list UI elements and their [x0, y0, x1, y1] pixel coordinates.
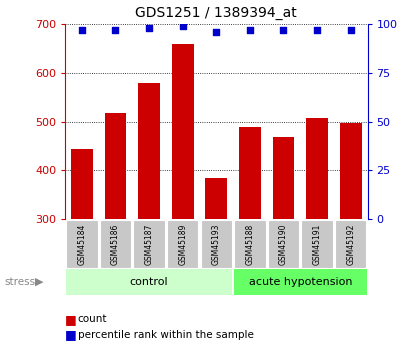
Bar	[340, 122, 362, 219]
Bar	[234, 220, 265, 268]
Text: ■: ■	[65, 328, 77, 341]
Bar	[134, 220, 165, 268]
Bar	[273, 137, 294, 219]
Bar	[100, 220, 131, 268]
Text: GSM45192: GSM45192	[346, 224, 355, 265]
Text: GSM45190: GSM45190	[279, 223, 288, 265]
Text: ■: ■	[65, 313, 77, 326]
Point	[112, 27, 119, 33]
Point	[146, 25, 152, 31]
Point	[213, 29, 220, 35]
Bar	[205, 178, 227, 219]
Text: GSM45188: GSM45188	[245, 224, 255, 265]
Bar	[234, 269, 367, 295]
Bar	[239, 127, 261, 219]
Point	[347, 27, 354, 33]
Text: percentile rank within the sample: percentile rank within the sample	[78, 330, 254, 339]
Bar	[66, 220, 97, 268]
Bar	[302, 220, 333, 268]
Text: control: control	[130, 277, 168, 287]
Bar	[268, 220, 299, 268]
Bar	[335, 220, 366, 268]
Text: GSM45186: GSM45186	[111, 224, 120, 265]
Point	[280, 27, 287, 33]
Bar	[201, 220, 232, 268]
Point	[179, 23, 186, 29]
Title: GDS1251 / 1389394_at: GDS1251 / 1389394_at	[135, 6, 297, 20]
Text: GSM45191: GSM45191	[312, 224, 322, 265]
Point	[79, 27, 85, 33]
Bar	[71, 149, 93, 219]
Text: stress: stress	[4, 277, 35, 287]
Bar	[138, 83, 160, 219]
Text: ▶: ▶	[35, 277, 43, 287]
Text: GSM45189: GSM45189	[178, 224, 187, 265]
Text: GSM45184: GSM45184	[77, 224, 87, 265]
Bar	[172, 44, 194, 219]
Text: GSM45187: GSM45187	[144, 224, 154, 265]
Bar	[167, 220, 198, 268]
Text: GSM45193: GSM45193	[212, 223, 221, 265]
Text: acute hypotension: acute hypotension	[249, 277, 352, 287]
Bar	[66, 269, 232, 295]
Point	[314, 27, 320, 33]
Point	[247, 27, 253, 33]
Bar	[306, 118, 328, 219]
Bar	[105, 113, 126, 219]
Text: count: count	[78, 314, 107, 324]
